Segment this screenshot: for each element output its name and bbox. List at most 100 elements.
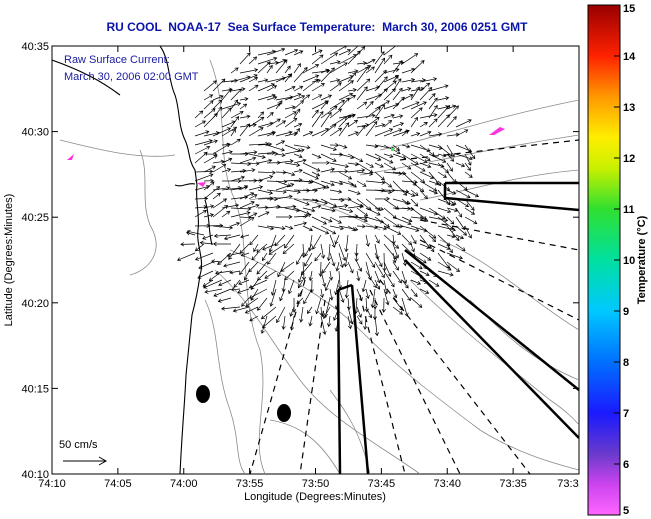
current-vector [284, 105, 296, 110]
current-vector [303, 288, 313, 305]
current-vector [256, 243, 268, 253]
current-vector [381, 297, 386, 313]
current-vector [356, 261, 363, 272]
current-vector [320, 207, 336, 213]
current-vector [428, 93, 436, 101]
map-title: RU COOL NOAA-17 Sea Surface Temperature:… [106, 20, 528, 34]
x-tick-label: 74:10 [38, 478, 66, 490]
current-vector [320, 216, 333, 223]
current-vector [180, 242, 196, 247]
current-vector [329, 143, 340, 148]
current-vector [230, 161, 252, 167]
current-vector [347, 315, 353, 330]
current-vector [203, 204, 215, 209]
current-vector [262, 243, 277, 251]
current-vector [293, 144, 311, 150]
current-vector [428, 84, 449, 92]
current-vector [338, 92, 354, 101]
current-vector [446, 198, 457, 205]
current-vector [335, 261, 340, 272]
current-vector [312, 234, 322, 250]
current-vector [455, 207, 463, 218]
current-vector [329, 108, 343, 119]
current-vector [347, 180, 357, 188]
current-vector [221, 203, 240, 209]
current-vector [392, 216, 412, 226]
current-vector [233, 279, 241, 288]
sst-pixel [391, 148, 394, 151]
colorbar-tick-label: 12 [623, 153, 635, 165]
current-vector [304, 252, 313, 267]
radar-site-marker [277, 404, 291, 422]
current-vector [239, 261, 250, 276]
sst-pixel [197, 182, 206, 187]
current-vector [455, 189, 471, 199]
current-vector [230, 168, 247, 173]
current-vector [392, 252, 397, 264]
current-vector [297, 270, 304, 284]
current-vector [356, 224, 366, 229]
current-vector [391, 234, 396, 245]
current-vector [293, 221, 308, 227]
current-vector [221, 157, 233, 164]
current-vector [383, 234, 400, 249]
y-tick-label: 40:35 [21, 41, 49, 53]
current-vector [229, 270, 241, 275]
current-vector [419, 77, 438, 83]
current-vector [374, 100, 390, 110]
current-vector [401, 252, 407, 267]
current-vector [392, 306, 404, 315]
current-vector [319, 288, 325, 299]
current-vector [257, 211, 270, 218]
current-vector [311, 109, 319, 119]
current-vector [410, 189, 419, 196]
current-vector [230, 195, 249, 200]
current-vector [320, 225, 337, 235]
current-vector [282, 243, 295, 255]
current-vector [279, 288, 286, 302]
current-vector [266, 102, 282, 110]
current-vector [230, 87, 246, 92]
current-vector [293, 50, 304, 56]
current-vector [392, 270, 402, 284]
current-vector [437, 261, 452, 271]
current-vector [347, 306, 354, 325]
current-vector [248, 127, 264, 137]
current-vector [293, 153, 303, 159]
current-vector [293, 66, 308, 83]
current-vector [455, 119, 472, 128]
current-vector [347, 46, 359, 56]
current-vector [329, 288, 334, 301]
current-vector [365, 162, 374, 168]
current-vector [455, 216, 466, 231]
current-vector [194, 120, 206, 128]
current-vector [383, 153, 394, 158]
current-vector [257, 93, 276, 101]
current-vector [266, 131, 276, 137]
current-vector [293, 122, 303, 128]
current-vector [464, 162, 472, 172]
current-vector [194, 184, 211, 191]
current-vector [274, 234, 286, 247]
current-vector [455, 243, 466, 251]
current-vector [455, 234, 465, 240]
colorbar-tick-label: 9 [623, 306, 629, 318]
current-vector [299, 306, 304, 323]
current-vector [293, 198, 310, 206]
current-vector [267, 252, 277, 265]
current-vector [354, 243, 359, 257]
current-vector [365, 270, 377, 289]
current-vector [428, 189, 438, 195]
current-vector [269, 288, 277, 307]
current-vector [275, 204, 297, 209]
current-vector [311, 94, 323, 101]
current-vector [257, 175, 274, 182]
current-vector [293, 168, 303, 173]
current-vector [248, 161, 260, 166]
current-vector [194, 209, 207, 218]
current-vector [374, 123, 386, 128]
current-vector [392, 60, 403, 74]
current-vector [383, 46, 399, 56]
current-vector [257, 130, 276, 137]
current-vector [266, 95, 278, 101]
